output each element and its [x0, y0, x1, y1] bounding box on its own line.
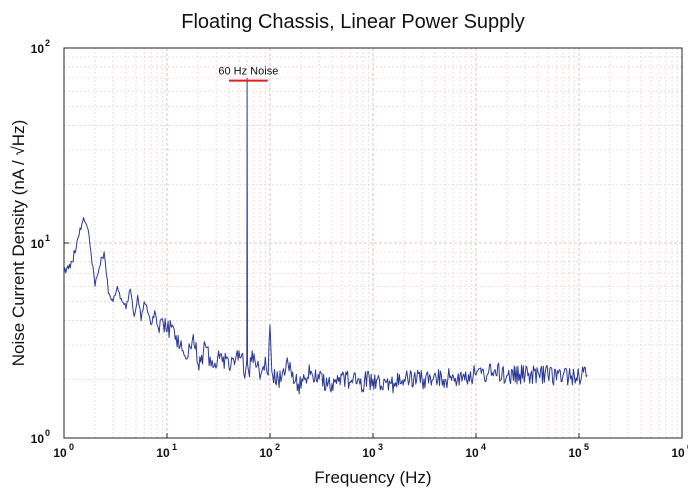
y-tick-label: 10	[31, 237, 45, 251]
y-tick-exponent: 1	[45, 233, 50, 243]
y-tick-label: 10	[31, 432, 45, 446]
x-tick-label: 10	[671, 446, 685, 460]
y-tick-exponent: 2	[45, 38, 50, 48]
x-tick-label: 10	[362, 446, 376, 460]
x-tick-exponent: 4	[481, 442, 486, 452]
x-axis-label: Frequency (Hz)	[314, 468, 431, 487]
annotation-60hz-label: 60 Hz Noise	[218, 66, 278, 78]
grid-layer	[64, 48, 682, 438]
annotation-layer: 60 Hz Noise	[218, 66, 278, 82]
x-tick-label: 10	[465, 446, 479, 460]
chart-title: Floating Chassis, Linear Power Supply	[181, 11, 525, 33]
x-tick-exponent: 3	[378, 442, 383, 452]
x-tick-label: 10	[53, 446, 67, 460]
x-tick-exponent: 5	[584, 442, 589, 452]
y-tick-exponent: 0	[45, 428, 50, 438]
series-layer	[63, 77, 588, 395]
noise-density-series-line	[63, 77, 588, 395]
x-tick-label: 10	[568, 446, 582, 460]
x-tick-exponent: 2	[275, 442, 280, 452]
x-tick-exponent: 1	[172, 442, 177, 452]
tick-layer: 100101102103104105106100101102	[31, 38, 688, 460]
x-tick-label: 10	[259, 446, 273, 460]
y-axis-label: Noise Current Density (nA / √Hz)	[9, 120, 28, 366]
x-tick-exponent: 0	[69, 442, 74, 452]
y-tick-label: 10	[31, 42, 45, 56]
x-tick-label: 10	[156, 446, 170, 460]
